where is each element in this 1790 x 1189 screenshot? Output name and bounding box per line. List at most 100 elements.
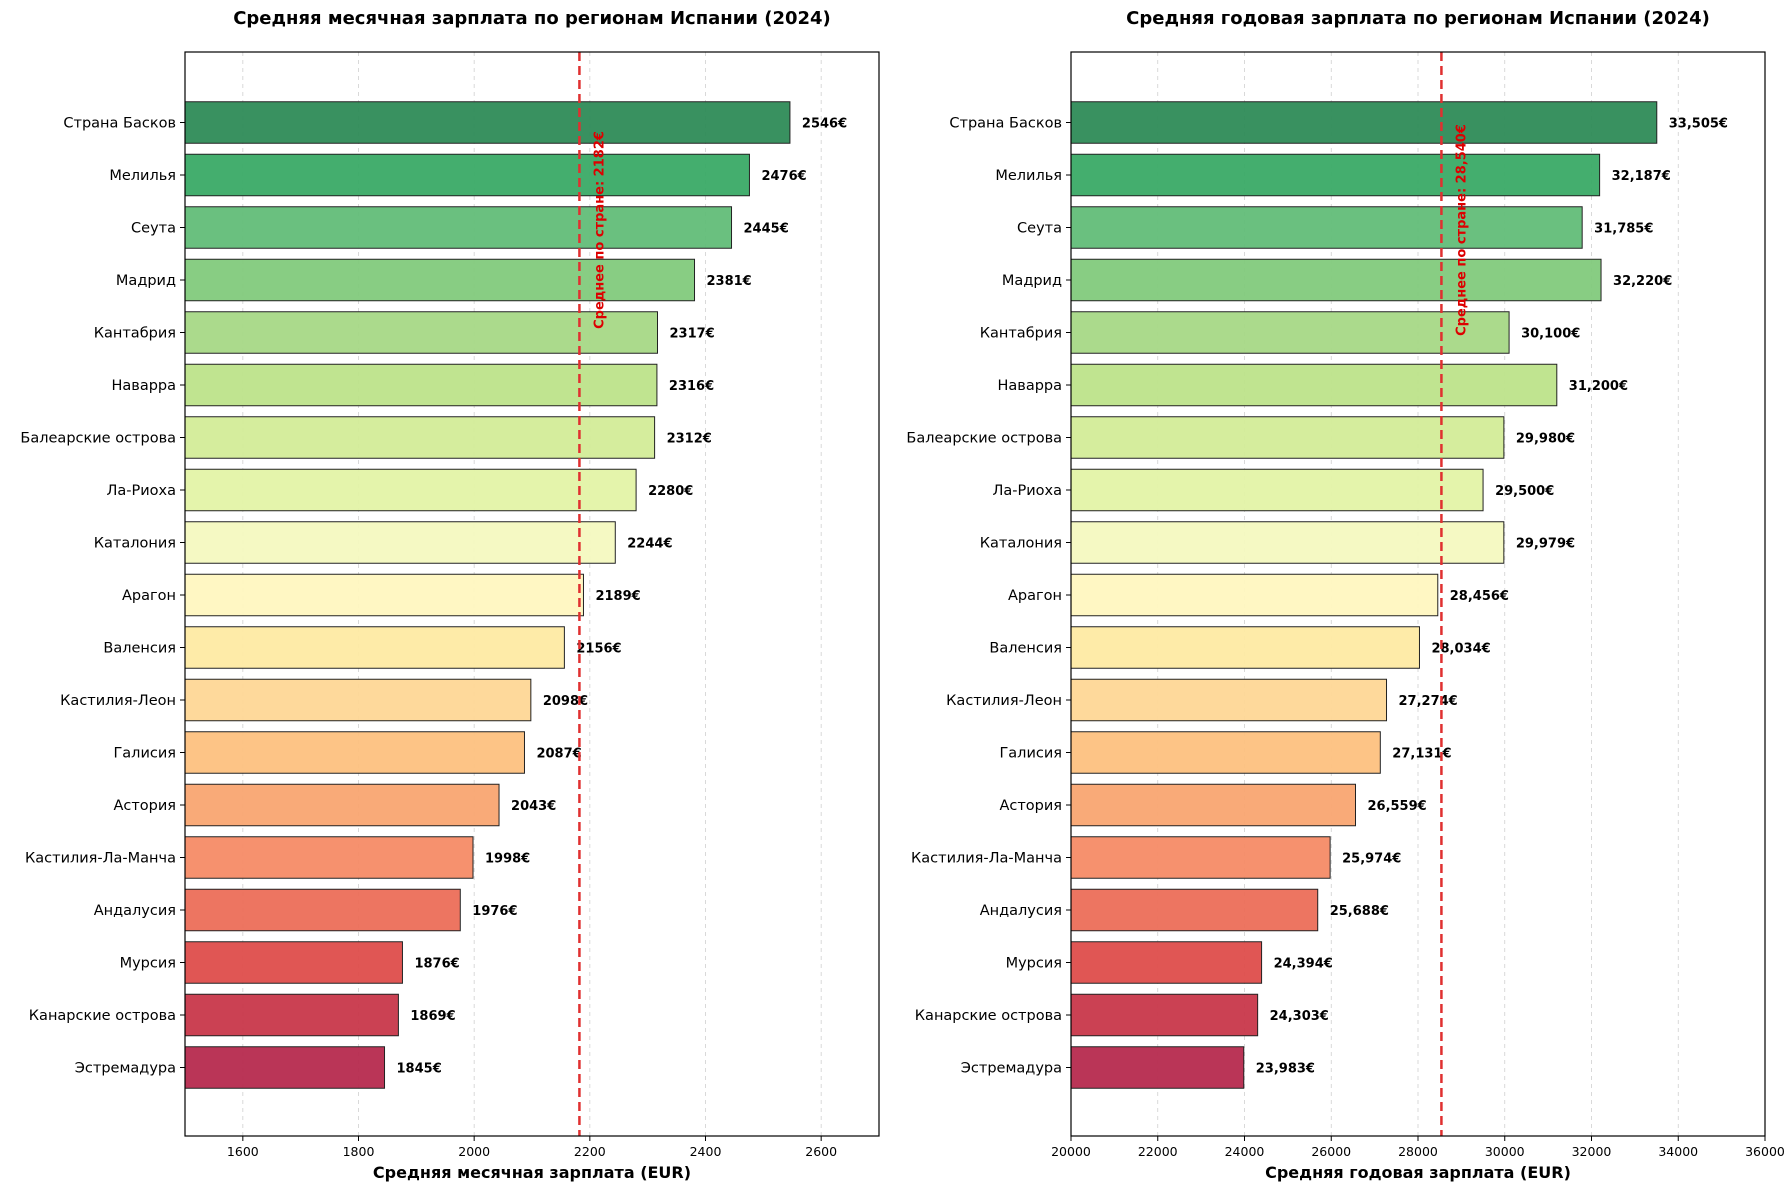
value-label: 30,100€: [1521, 327, 1580, 342]
bar-monthly-8: [184, 468, 637, 512]
x-tick-label: 36000: [1745, 1144, 1785, 1159]
category-label: Каталония: [94, 536, 176, 552]
value-label: 2156€: [576, 642, 621, 657]
bar-monthly-16: [184, 888, 461, 932]
bar-annual-18: [1070, 993, 1259, 1037]
bar-monthly-10: [184, 573, 584, 617]
value-label: 28,456€: [1450, 589, 1509, 604]
bar-monthly-5: [184, 311, 658, 354]
category-label: Кантабрия: [980, 326, 1062, 342]
value-label: 2043€: [511, 799, 556, 814]
category-label: Канарские острова: [915, 1008, 1062, 1024]
value-label: 28,034€: [1431, 642, 1490, 657]
value-label: 31,200€: [1569, 379, 1628, 394]
category-label: Андалусия: [94, 903, 176, 919]
value-label: 2087€: [536, 747, 581, 762]
bar-annual-13: [1070, 731, 1381, 774]
bar-monthly-14: [184, 783, 500, 827]
bar-monthly-15: [184, 836, 474, 879]
bar-monthly-18: [184, 993, 399, 1037]
plot-frame: [184, 51, 880, 1137]
bar-annual-10: [1070, 573, 1439, 617]
value-label: 2189€: [595, 589, 640, 604]
bar-annual-14: [1070, 783, 1356, 827]
x-tick-label: 20000: [1051, 1144, 1091, 1159]
bar-monthly-12: [184, 678, 532, 722]
bar-monthly-1: [184, 101, 791, 144]
value-label: 27,274€: [1399, 694, 1458, 709]
x-axis-label: Средняя годовая зарплата (EUR): [1265, 1163, 1571, 1182]
category-label: Мелилья: [995, 168, 1062, 184]
bar-annual-1: [1070, 101, 1658, 144]
x-tick-label: 28000: [1398, 1144, 1438, 1159]
x-tick-label: 34000: [1658, 1144, 1698, 1159]
value-label: 2445€: [744, 222, 789, 237]
x-tick-label: 24000: [1225, 1144, 1265, 1159]
category-label: Каталония: [980, 536, 1062, 552]
value-label: 1869€: [410, 1009, 455, 1024]
x-tick-label: 2600: [805, 1144, 837, 1159]
x-axis-label: Средняя месячная зарплата (EUR): [373, 1163, 691, 1182]
category-label: Мурсия: [120, 956, 176, 972]
value-label: 2280€: [648, 484, 693, 499]
bar-monthly-13: [184, 731, 525, 774]
bar-annual-3: [1070, 206, 1583, 249]
bar-annual-6: [1070, 363, 1558, 407]
category-label: Астория: [113, 798, 176, 814]
bar-monthly-2: [184, 153, 750, 197]
category-label: Мадрид: [116, 273, 176, 289]
mean-label: Среднее по стране: 2182€: [592, 131, 607, 329]
value-label: 31,785€: [1594, 222, 1653, 237]
value-label: 1845€: [397, 1062, 442, 1077]
bar-annual-16: [1070, 888, 1319, 932]
category-label: Валенсия: [989, 641, 1062, 657]
value-label: 27,131€: [1392, 747, 1451, 762]
category-label: Эстремадура: [961, 1061, 1062, 1077]
x-tick-label: 32000: [1572, 1144, 1612, 1159]
value-label: 33,505€: [1669, 117, 1728, 132]
category-label: Канарские острова: [29, 1008, 176, 1024]
value-label: 2312€: [667, 432, 712, 447]
category-label: Валенсия: [103, 641, 176, 657]
bar-annual-15: [1070, 836, 1331, 879]
category-label: Эстремадура: [75, 1061, 176, 1077]
category-label: Наварра: [997, 378, 1062, 394]
value-label: 2316€: [669, 379, 714, 394]
category-label: Балеарские острова: [20, 431, 176, 447]
x-tick-label: 2200: [574, 1144, 606, 1159]
bar-annual-5: [1070, 311, 1510, 354]
category-label: Кастилия-Ла-Манча: [25, 851, 176, 867]
value-label: 24,394€: [1274, 957, 1333, 972]
bar-annual-8: [1070, 468, 1484, 512]
value-label: 25,974€: [1342, 852, 1401, 867]
value-label: 32,220€: [1613, 274, 1672, 289]
chart-title: Средняя месячная зарплата по регионам Ис…: [233, 8, 831, 29]
category-label: Ла-Риоха: [106, 483, 176, 499]
category-label: Кастилия-Ла-Манча: [911, 851, 1062, 867]
bar-annual-9: [1070, 521, 1505, 564]
value-label: 24,303€: [1270, 1009, 1329, 1024]
bar-monthly-3: [184, 206, 733, 249]
category-label: Галисия: [113, 746, 176, 762]
category-label: Кастилия-Леон: [60, 693, 176, 709]
category-label: Кастилия-Леон: [946, 693, 1062, 709]
value-label: 2546€: [802, 117, 847, 132]
chart-title: Средняя годовая зарплата по регионам Исп…: [1126, 8, 1710, 29]
value-label: 1876€: [414, 957, 459, 972]
category-label: Галисия: [999, 746, 1062, 762]
x-tick-label: 26000: [1311, 1144, 1351, 1159]
mean-label: Среднее по стране: 28,540€: [1454, 124, 1469, 336]
bar-annual-2: [1070, 153, 1601, 197]
x-tick-label: 1800: [343, 1144, 375, 1159]
category-label: Балеарские острова: [906, 431, 1062, 447]
bar-monthly-7: [184, 416, 656, 459]
x-tick-label: 2000: [458, 1144, 490, 1159]
bar-monthly-17: [184, 941, 403, 984]
bar-monthly-4: [184, 258, 696, 302]
category-label: Мелилья: [109, 168, 176, 184]
value-label: 2098€: [543, 694, 588, 709]
category-label: Астория: [999, 798, 1062, 814]
bar-annual-4: [1070, 258, 1602, 302]
value-label: 23,983€: [1256, 1062, 1315, 1077]
bar-annual-11: [1070, 626, 1420, 669]
